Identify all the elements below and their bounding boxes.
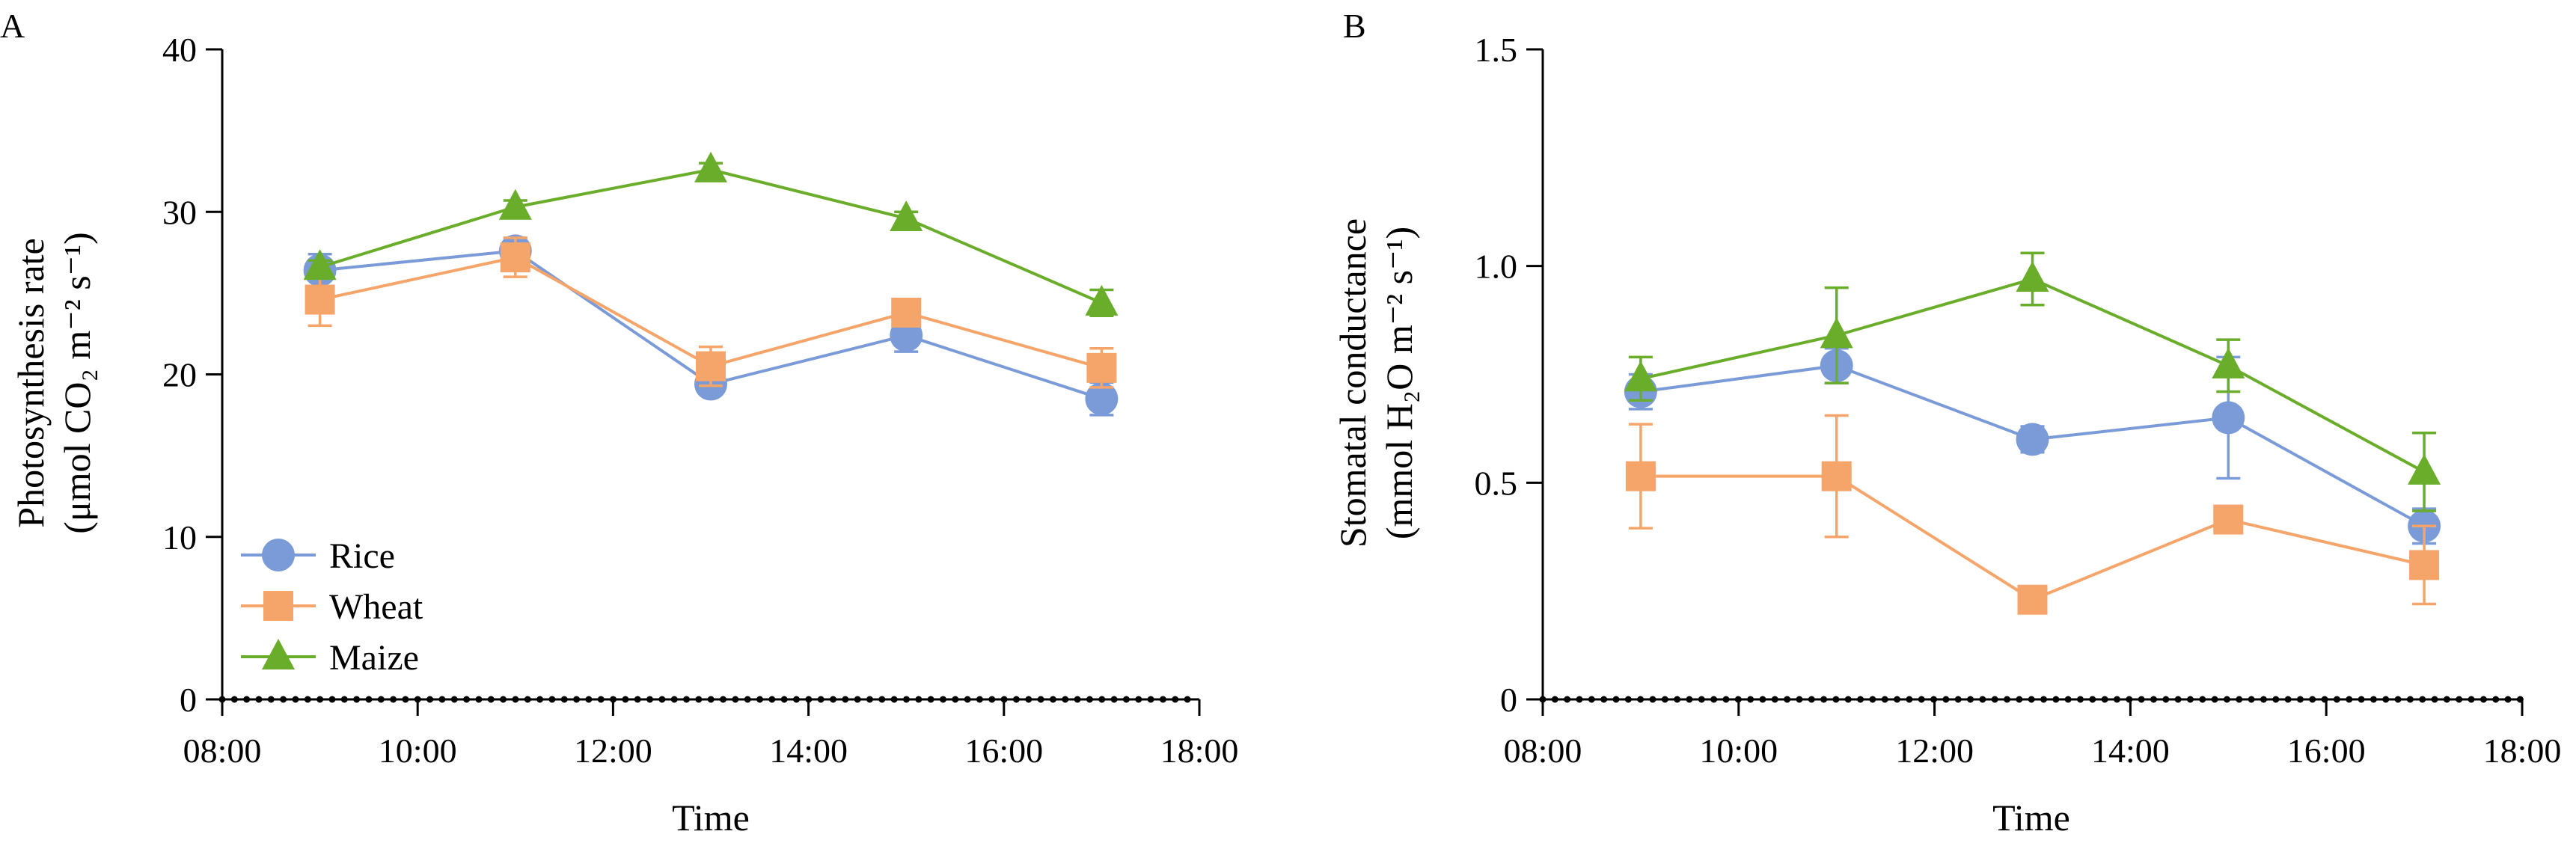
plot-area-a: 0 10 20 30 40 08:00 10:00 12:00 14:00 16:00 18:00 <box>162 31 1238 770</box>
y-axis-title-line-2: (μmol CO₂ m⁻² s⁻¹) <box>56 232 98 533</box>
maize-point <box>694 151 727 183</box>
legend-label-rice: Rice <box>329 536 395 576</box>
wheat-point <box>500 242 530 273</box>
wheat-point <box>305 284 335 315</box>
legend-label-maize: Maize <box>329 638 419 678</box>
x-tick-label: 18:00 <box>1160 732 1239 770</box>
series-wheat <box>1625 414 2440 615</box>
wheat-point <box>696 351 726 381</box>
y-axis-title-a: Photosynthesis rate (μmol CO₂ m⁻² s⁻¹) <box>10 232 98 533</box>
y-tick-label: 0.5 <box>1475 464 1518 502</box>
wheat-point <box>2213 504 2244 535</box>
y-tick-label: 30 <box>162 193 197 231</box>
wheat-line <box>1640 474 2425 601</box>
legend-label-wheat: Wheat <box>329 587 423 627</box>
wheat-point <box>1086 352 1117 383</box>
x-tick-label: 10:00 <box>1699 732 1778 770</box>
x-axis-title: Time <box>672 797 750 839</box>
panel-a: A 0 10 20 30 40 08:00 10:00 12:00 14:00 16:00 18:0… <box>0 7 1238 839</box>
maize-point <box>498 188 532 220</box>
rice-point <box>2212 401 2245 435</box>
y-tick-label: 40 <box>162 31 197 69</box>
x-tick-label: 14:00 <box>769 732 848 770</box>
panel-letter: A <box>0 7 25 45</box>
series-rice <box>303 234 1119 417</box>
x-tick-label: 12:00 <box>574 732 652 770</box>
series-wheat <box>305 236 1117 389</box>
rice-point <box>1085 382 1119 416</box>
panel-b: B 0 0.5 1.0 1.5 08:00 10:00 12:00 14:00 16:00 18:… <box>1332 7 2561 839</box>
maize-point <box>303 249 337 281</box>
wheat-point <box>891 297 922 328</box>
legend-wheat-point <box>263 591 293 621</box>
y-axis-title-line-2: (mmol H₂O m⁻² s⁻¹) <box>1378 227 1420 539</box>
x-tick-label: 14:00 <box>2091 732 2170 770</box>
series-maize <box>1624 251 2441 512</box>
y-tick-label: 0 <box>180 681 197 719</box>
maize-point <box>1624 361 1657 392</box>
panel-letter: B <box>1343 7 1366 45</box>
maize-point <box>1085 284 1119 316</box>
x-tick-label: 08:00 <box>1504 732 1582 770</box>
wheat-point <box>2017 584 2048 615</box>
y-axis-title-b: Stomatal conductance (mmol H₂O m⁻² s⁻¹) <box>1332 218 1420 548</box>
legend-maize-point <box>262 639 295 669</box>
wheat-point <box>1821 461 1852 491</box>
x-tick-label: 16:00 <box>2287 732 2366 770</box>
maize-line <box>319 168 1103 304</box>
rice-point <box>2016 423 2049 456</box>
wheat-point <box>1625 461 1656 491</box>
maize-point <box>2408 453 2441 485</box>
maize-point <box>1820 317 1853 349</box>
x-axis-title: Time <box>1992 797 2070 839</box>
x-tick-label: 08:00 <box>183 732 262 770</box>
legend: Rice Wheat Maize <box>241 536 423 678</box>
y-tick-label: 1.5 <box>1475 31 1518 69</box>
wheat-point <box>2409 550 2440 580</box>
x-tick-label: 18:00 <box>2483 732 2562 770</box>
y-axis-title-line-1: Photosynthesis rate <box>10 238 52 527</box>
y-axis-title-line-1: Stomatal conductance <box>1332 218 1374 548</box>
x-tick-label: 12:00 <box>1895 732 1974 770</box>
y-tick-label: 10 <box>162 518 197 557</box>
x-tick-label: 16:00 <box>964 732 1043 770</box>
y-tick-label: 0 <box>1500 681 1517 719</box>
maize-point <box>2212 347 2245 378</box>
x-tick-label: 10:00 <box>379 732 457 770</box>
y-tick-label: 20 <box>162 356 197 394</box>
legend-rice-point <box>262 539 295 571</box>
y-tick-label: 1.0 <box>1475 248 1518 286</box>
series-maize <box>303 151 1119 318</box>
maize-point <box>890 200 923 231</box>
maize-point <box>2016 261 2049 292</box>
series-rice <box>1624 346 2441 545</box>
plot-area-b: 0 0.5 1.0 1.5 08:00 10:00 12:00 14:00 16:00 18:00 <box>1475 31 2562 770</box>
